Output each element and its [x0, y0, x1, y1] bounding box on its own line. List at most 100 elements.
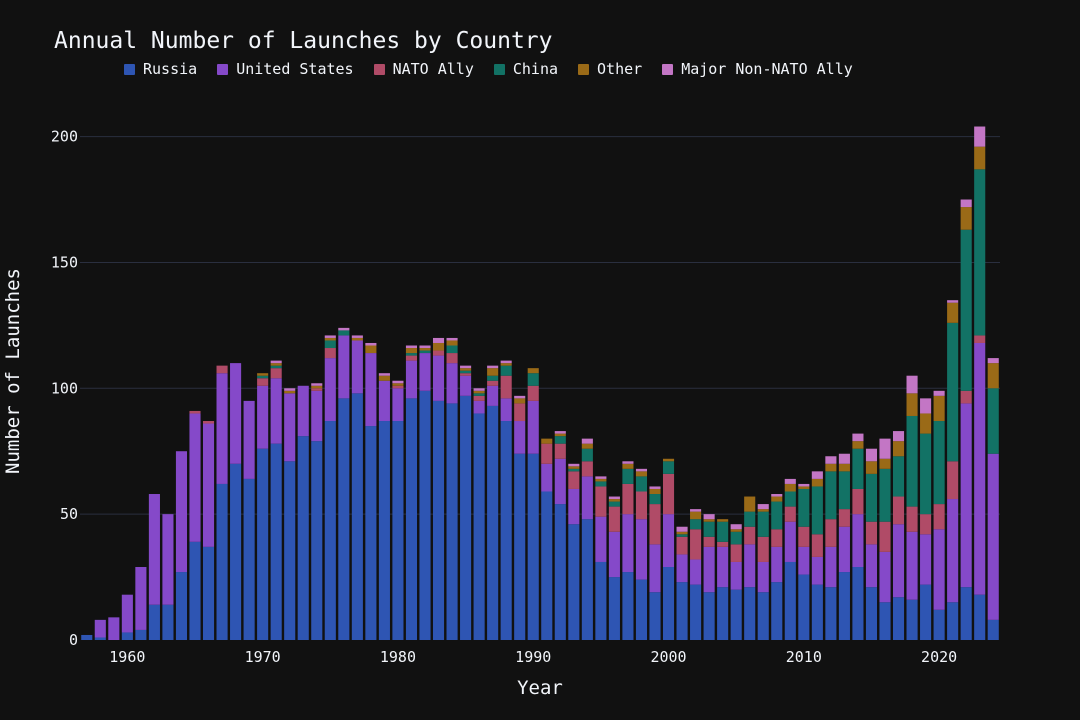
- bar-segment[interactable]: [446, 403, 458, 640]
- bar-segment[interactable]: [865, 544, 878, 588]
- bar-segment[interactable]: [703, 546, 715, 593]
- bar-segment[interactable]: [608, 577, 620, 640]
- bar-segment[interactable]: [838, 471, 850, 510]
- bar-segment[interactable]: [324, 348, 336, 359]
- bar-segment[interactable]: [933, 395, 945, 422]
- bar-segment[interactable]: [121, 594, 133, 633]
- bar-segment[interactable]: [487, 405, 499, 640]
- bar-segment[interactable]: [635, 476, 648, 492]
- bar-segment[interactable]: [960, 229, 972, 391]
- bar-segment[interactable]: [541, 463, 553, 492]
- bar-segment[interactable]: [865, 461, 878, 474]
- bar-segment[interactable]: [730, 544, 742, 562]
- bar-segment[interactable]: [974, 126, 986, 147]
- bar-segment[interactable]: [757, 511, 769, 537]
- bar-segment[interactable]: [270, 368, 282, 379]
- bar-segment[interactable]: [487, 368, 499, 376]
- bar-segment[interactable]: [108, 617, 120, 640]
- bar-segment[interactable]: [338, 330, 350, 336]
- bar-segment[interactable]: [852, 567, 864, 640]
- bar-segment[interactable]: [500, 365, 512, 376]
- bar-segment[interactable]: [392, 385, 404, 389]
- bar-segment[interactable]: [500, 398, 512, 422]
- bar-segment[interactable]: [405, 355, 418, 361]
- bar-segment[interactable]: [202, 421, 215, 424]
- legend-item-5[interactable]: Major Non-NATO Ally: [662, 60, 853, 78]
- bar-segment[interactable]: [378, 375, 390, 381]
- bar-segment[interactable]: [906, 531, 918, 600]
- bar-segment[interactable]: [324, 340, 336, 349]
- bar-segment[interactable]: [865, 473, 878, 522]
- bar-segment[interactable]: [189, 410, 201, 414]
- bar-segment[interactable]: [879, 458, 891, 469]
- bar-segment[interactable]: [257, 448, 269, 640]
- bar-segment[interactable]: [541, 491, 553, 640]
- bar-segment[interactable]: [960, 403, 972, 588]
- bar-segment[interactable]: [947, 499, 959, 603]
- bar-segment[interactable]: [554, 504, 566, 640]
- bar-segment[interactable]: [676, 531, 688, 535]
- bar-segment[interactable]: [744, 544, 756, 588]
- bar-segment[interactable]: [811, 556, 823, 585]
- bar-segment[interactable]: [960, 587, 972, 640]
- bar-segment[interactable]: [378, 421, 390, 640]
- bar-segment[interactable]: [595, 481, 607, 487]
- bar-segment[interactable]: [473, 413, 485, 640]
- bar-segment[interactable]: [581, 461, 593, 477]
- bar-segment[interactable]: [175, 572, 188, 640]
- bar-segment[interactable]: [676, 554, 688, 583]
- bar-segment[interactable]: [744, 511, 756, 527]
- bar-segment[interactable]: [865, 448, 878, 462]
- bar-segment[interactable]: [284, 390, 296, 394]
- bar-segment[interactable]: [405, 398, 418, 640]
- bar-segment[interactable]: [635, 579, 648, 640]
- bar-segment[interactable]: [419, 345, 431, 349]
- bar-segment[interactable]: [649, 488, 661, 495]
- legend-item-3[interactable]: China: [493, 60, 558, 78]
- bar-segment[interactable]: [622, 572, 634, 640]
- bar-segment[interactable]: [527, 385, 539, 401]
- bar-segment[interactable]: [446, 345, 458, 354]
- bar-segment[interactable]: [825, 463, 837, 472]
- bar-segment[interactable]: [405, 348, 418, 354]
- bar-segment[interactable]: [487, 385, 499, 406]
- bar-segment[interactable]: [974, 169, 986, 336]
- bar-segment[interactable]: [581, 448, 593, 462]
- bar-segment[interactable]: [270, 378, 282, 444]
- bar-segment[interactable]: [446, 340, 458, 346]
- bar-segment[interactable]: [649, 544, 661, 593]
- bar-segment[interactable]: [419, 353, 431, 391]
- bar-segment[interactable]: [324, 421, 336, 640]
- bar-segment[interactable]: [270, 443, 282, 640]
- bar-segment[interactable]: [947, 322, 959, 462]
- bar-segment[interactable]: [514, 395, 526, 399]
- legend-item-4[interactable]: Other: [578, 60, 642, 78]
- bar-segment[interactable]: [243, 400, 255, 479]
- bar-segment[interactable]: [717, 546, 729, 588]
- bar-segment[interactable]: [514, 453, 526, 640]
- bar-segment[interactable]: [771, 494, 783, 497]
- bar-segment[interactable]: [568, 471, 580, 489]
- bar-segment[interactable]: [487, 380, 499, 386]
- bar-segment[interactable]: [892, 524, 905, 598]
- bar-segment[interactable]: [473, 393, 485, 396]
- bar-segment[interactable]: [324, 337, 336, 341]
- bar-segment[interactable]: [622, 483, 634, 515]
- bar-segment[interactable]: [284, 388, 296, 391]
- bar-segment[interactable]: [121, 632, 133, 640]
- bar-segment[interactable]: [798, 488, 810, 527]
- bar-segment[interactable]: [527, 373, 539, 386]
- bar-segment[interactable]: [690, 511, 702, 520]
- bar-segment[interactable]: [892, 597, 905, 640]
- bar-segment[interactable]: [892, 496, 905, 525]
- bar-segment[interactable]: [974, 335, 986, 343]
- bar-segment[interactable]: [920, 534, 932, 585]
- bar-segment[interactable]: [365, 426, 377, 640]
- bar-segment[interactable]: [933, 609, 945, 640]
- bar-segment[interactable]: [920, 398, 932, 414]
- bar-segment[interactable]: [162, 514, 174, 605]
- bar-segment[interactable]: [554, 431, 566, 434]
- bar-segment[interactable]: [351, 337, 363, 341]
- bar-segment[interactable]: [838, 463, 850, 472]
- bar-segment[interactable]: [473, 390, 485, 394]
